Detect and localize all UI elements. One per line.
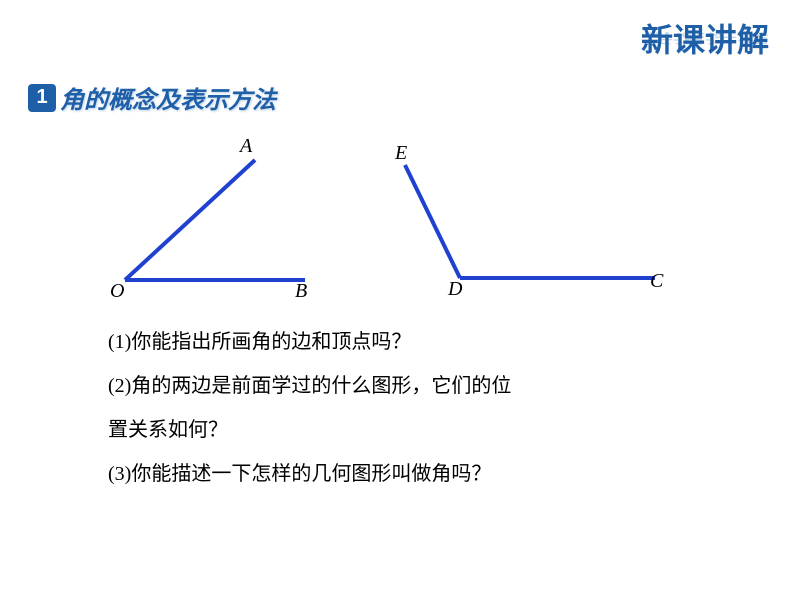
question-2-line1: (2)角的两边是前面学过的什么图形，它们的位 bbox=[108, 364, 708, 408]
question-3: (3)你能描述一下怎样的几何图形叫做角吗？ bbox=[108, 452, 708, 496]
question-2-line2: 置关系如何？ bbox=[108, 408, 708, 452]
ray-DE bbox=[405, 165, 460, 278]
section-number-badge: 1 bbox=[28, 84, 56, 112]
point-label-A: A bbox=[240, 135, 252, 158]
page-header-reflection: 新课讲解 bbox=[641, 30, 769, 48]
questions-block: (1)你能指出所画角的边和顶点吗？ (2)角的两边是前面学过的什么图形，它们的位… bbox=[108, 320, 708, 496]
point-label-E: E bbox=[395, 142, 407, 165]
point-label-C: C bbox=[650, 270, 663, 293]
section-header: 1 角的概念及表示方法 bbox=[28, 80, 276, 115]
point-label-D: D bbox=[448, 278, 462, 301]
geometry-diagram: O A B D E C bbox=[80, 130, 700, 300]
section-title: 角的概念及表示方法 bbox=[60, 80, 276, 115]
point-label-O: O bbox=[110, 280, 124, 303]
angle-diagram-svg bbox=[80, 130, 700, 300]
point-label-B: B bbox=[295, 280, 307, 303]
ray-OA bbox=[125, 160, 255, 280]
question-1: (1)你能指出所画角的边和顶点吗？ bbox=[108, 320, 708, 364]
